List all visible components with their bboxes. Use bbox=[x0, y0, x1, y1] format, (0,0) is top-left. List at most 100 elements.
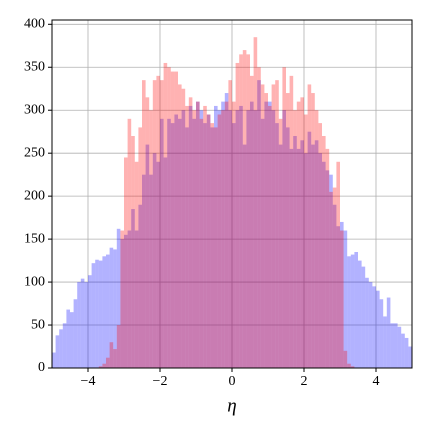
plot-frame bbox=[51, 19, 413, 369]
histogram-bar bbox=[286, 127, 290, 368]
histogram-bar bbox=[260, 84, 265, 368]
histogram-bar bbox=[174, 114, 178, 368]
y-tick-label: 150 bbox=[24, 231, 45, 246]
histogram-bar bbox=[156, 161, 160, 368]
histogram-bar bbox=[329, 174, 333, 368]
histogram-bar bbox=[178, 84, 182, 368]
histogram-bar bbox=[98, 366, 103, 368]
histogram-bar bbox=[386, 297, 391, 368]
y-tick-label: 300 bbox=[24, 102, 45, 117]
histogram-bar bbox=[293, 110, 297, 368]
histogram-bar bbox=[178, 118, 182, 368]
histogram-bar bbox=[80, 278, 85, 368]
histogram-bar bbox=[174, 71, 178, 369]
histogram-bar bbox=[325, 170, 330, 368]
histogram-bar bbox=[311, 93, 315, 368]
histogram-bar bbox=[217, 110, 222, 368]
histogram-bar bbox=[124, 157, 128, 368]
histogram-bar bbox=[55, 335, 60, 368]
histogram-bar bbox=[253, 110, 258, 368]
histogram-bar bbox=[120, 230, 124, 368]
histogram-bar bbox=[347, 363, 351, 368]
y-tick-label: 350 bbox=[24, 59, 45, 74]
y-tick-label: 100 bbox=[24, 274, 45, 289]
x-tick-label: 0 bbox=[229, 374, 236, 389]
histogram-bar bbox=[289, 148, 294, 368]
histogram-bar bbox=[242, 50, 247, 369]
histogram-bar bbox=[278, 144, 283, 368]
histogram-bar bbox=[192, 118, 196, 368]
histogram-bar bbox=[102, 363, 106, 368]
histogram-bar bbox=[106, 357, 110, 368]
histogram-bar bbox=[145, 144, 150, 368]
histogram-bar bbox=[188, 105, 193, 368]
histogram-bar bbox=[131, 209, 135, 368]
histogram-bar bbox=[365, 277, 369, 368]
histogram-bar bbox=[282, 110, 286, 368]
histogram-bar bbox=[106, 254, 110, 368]
histogram-bar bbox=[185, 127, 189, 368]
histogram-bar bbox=[293, 136, 297, 368]
histogram-bar bbox=[318, 123, 322, 368]
x-tick-label: −2 bbox=[153, 374, 168, 389]
histogram-bar bbox=[401, 333, 405, 368]
histogram-bar bbox=[307, 131, 312, 368]
histogram-bar bbox=[142, 174, 146, 368]
histogram-bar bbox=[210, 127, 214, 368]
histogram-bar bbox=[142, 80, 146, 369]
histogram-bar bbox=[196, 101, 200, 368]
histogram-bar bbox=[66, 309, 70, 368]
histogram-bar bbox=[163, 157, 168, 368]
histogram-bar bbox=[120, 239, 124, 368]
histogram-bar bbox=[188, 97, 193, 368]
histogram-bar bbox=[340, 221, 344, 368]
histogram-bar bbox=[170, 71, 175, 369]
histogram-bar bbox=[286, 93, 290, 368]
histogram-bar bbox=[361, 266, 366, 368]
histogram-bar bbox=[278, 118, 283, 368]
y-tick-label: 50 bbox=[31, 317, 45, 332]
histogram-bar bbox=[95, 259, 99, 368]
histogram-bar bbox=[109, 342, 114, 368]
histogram-bar bbox=[228, 80, 232, 369]
histogram-bar bbox=[311, 144, 315, 368]
histogram-bar bbox=[397, 326, 402, 368]
histogram-bar bbox=[289, 75, 294, 368]
histogram-bar bbox=[336, 161, 340, 368]
histogram-bar bbox=[217, 114, 222, 368]
histogram-bar bbox=[358, 260, 362, 368]
histogram-bar bbox=[163, 62, 168, 369]
histogram-bar bbox=[167, 118, 171, 368]
y-tick-label: 200 bbox=[24, 188, 45, 203]
histogram-bar bbox=[109, 247, 114, 368]
histogram-bar bbox=[203, 105, 207, 368]
histogram-bar bbox=[296, 148, 301, 368]
histogram-bar bbox=[347, 256, 351, 368]
histogram-bar bbox=[232, 101, 236, 368]
histogram-bar bbox=[268, 105, 272, 368]
histogram-bar bbox=[116, 228, 121, 368]
histogram-bar bbox=[98, 260, 103, 368]
histogram-bar bbox=[296, 101, 301, 368]
histogram-bar bbox=[404, 337, 409, 368]
histogram-bar bbox=[156, 75, 160, 368]
histogram-bar bbox=[260, 118, 265, 368]
histogram-bar bbox=[250, 75, 254, 368]
histogram-bar bbox=[116, 325, 121, 368]
histogram-bar bbox=[322, 136, 326, 368]
x-tick-label: 4 bbox=[373, 374, 380, 389]
histogram-bar bbox=[77, 282, 81, 368]
histogram-bar bbox=[149, 174, 153, 368]
histogram-bar bbox=[307, 84, 312, 368]
histogram-bar bbox=[368, 282, 373, 368]
histogram-bar bbox=[160, 80, 164, 369]
histogram-bar bbox=[127, 118, 132, 368]
y-tick-label: 250 bbox=[24, 145, 45, 160]
histogram-bar bbox=[408, 346, 412, 368]
histogram-bar bbox=[264, 93, 268, 368]
histogram-bar bbox=[113, 349, 117, 368]
histogram-bar bbox=[224, 101, 229, 368]
histogram-bar bbox=[343, 230, 348, 368]
histogram-bar bbox=[239, 105, 243, 368]
